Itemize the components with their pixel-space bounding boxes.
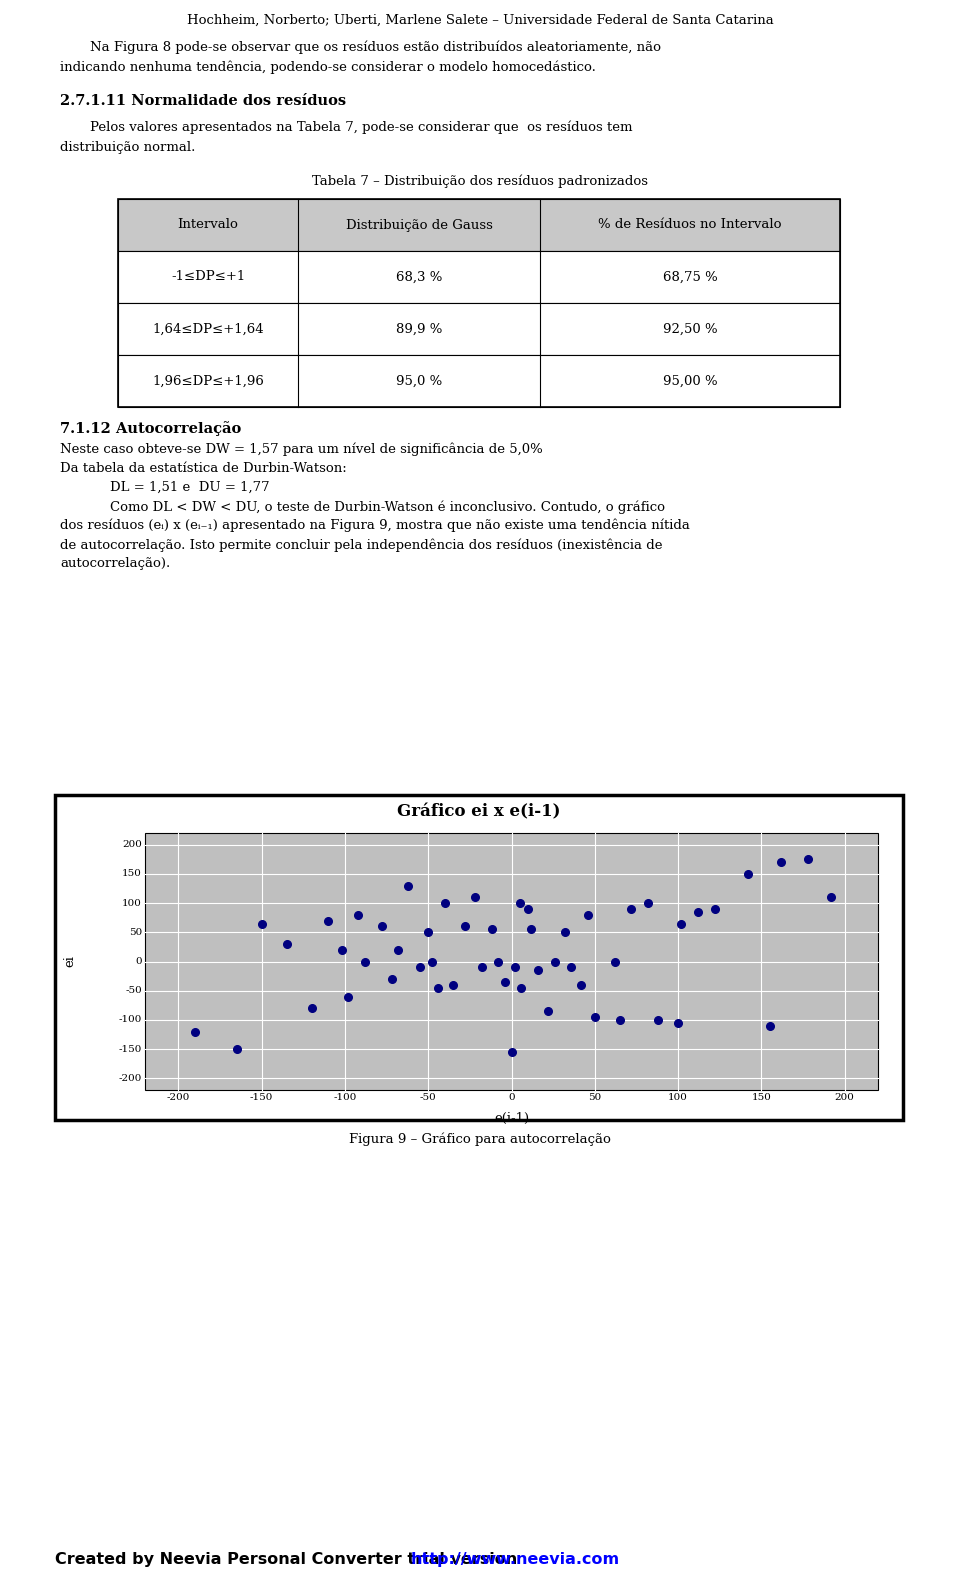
Text: -200: -200	[167, 1093, 190, 1103]
Text: DL = 1,51 e  DU = 1,77: DL = 1,51 e DU = 1,77	[110, 481, 270, 494]
Text: 0: 0	[508, 1093, 515, 1103]
Text: % de Resíduos no Intervalo: % de Resíduos no Intervalo	[598, 219, 781, 232]
Text: -100: -100	[333, 1093, 356, 1103]
Text: Intervalo: Intervalo	[178, 219, 238, 232]
Text: -50: -50	[420, 1093, 437, 1103]
Text: 68,3 %: 68,3 %	[396, 270, 443, 283]
Text: 100: 100	[668, 1093, 688, 1103]
Bar	[118, 251, 840, 303]
Text: indicando nenhuma tendência, podendo-se considerar o modelo homocedástico.: indicando nenhuma tendência, podendo-se …	[60, 60, 596, 75]
Text: 150: 150	[122, 869, 142, 879]
Text: Tabela 7 – Distribuição dos resíduos padronizados: Tabela 7 – Distribuição dos resíduos pad…	[312, 175, 648, 188]
Text: 2.7.1.11 Normalidade dos resíduos: 2.7.1.11 Normalidade dos resíduos	[60, 94, 347, 108]
Text: 150: 150	[752, 1093, 771, 1103]
Text: Distribuição de Gauss: Distribuição de Gauss	[346, 219, 492, 232]
Text: 68,75 %: 68,75 %	[662, 270, 717, 283]
Text: Figura 9 – Gráfico para autocorrelação: Figura 9 – Gráfico para autocorrelação	[349, 1131, 611, 1146]
Bar	[118, 354, 840, 407]
Bar	[118, 303, 840, 354]
Text: 95,0 %: 95,0 %	[396, 375, 443, 388]
Text: Created by Neevia Personal Converter trial version: Created by Neevia Personal Converter tri…	[55, 1552, 523, 1567]
Text: ei: ei	[63, 955, 77, 968]
Text: e(i-1): e(i-1)	[494, 1112, 529, 1125]
Text: 0: 0	[135, 957, 142, 966]
Text: 92,50 %: 92,50 %	[662, 323, 717, 335]
Text: 1,96≤DP≤+1,96: 1,96≤DP≤+1,96	[152, 375, 264, 388]
Text: 1,64≤DP≤+1,64: 1,64≤DP≤+1,64	[153, 323, 264, 335]
Text: -50: -50	[125, 987, 142, 995]
Text: Da tabela da estatística de Durbin-Watson:: Da tabela da estatística de Durbin-Watso…	[60, 462, 347, 475]
Text: 100: 100	[122, 899, 142, 907]
Text: http://www.neevia.com: http://www.neevia.com	[411, 1552, 620, 1567]
Bar	[55, 794, 903, 1120]
Text: -100: -100	[119, 1015, 142, 1025]
Bar	[118, 199, 840, 407]
Text: de autocorrelação. Isto permite concluir pela independência dos resíduos (inexis: de autocorrelação. Isto permite concluir…	[60, 539, 662, 551]
Text: Na Figura 8 pode-se observar que os resíduos estão distribuídos aleatoriamente, : Na Figura 8 pode-se observar que os resí…	[90, 41, 661, 54]
Text: autocorrelação).: autocorrelação).	[60, 558, 170, 570]
Text: Hochheim, Norberto; Uberti, Marlene Salete – Universidade Federal de Santa Catar: Hochheim, Norberto; Uberti, Marlene Sale…	[186, 14, 774, 27]
Bar	[145, 833, 878, 1090]
Text: -1≤DP≤+1: -1≤DP≤+1	[171, 270, 245, 283]
Bar	[118, 199, 840, 251]
Text: dos resíduos (eᵢ) x (eᵢ₋₁) apresentado na Figura 9, mostra que não existe uma te: dos resíduos (eᵢ) x (eᵢ₋₁) apresentado n…	[60, 520, 690, 532]
Text: 200: 200	[122, 841, 142, 849]
Text: 89,9 %: 89,9 %	[396, 323, 443, 335]
Text: Neste caso obteve-se DW = 1,57 para um nível de significância de 5,0%: Neste caso obteve-se DW = 1,57 para um n…	[60, 443, 542, 456]
Text: Gráfico ei x e(i-1): Gráfico ei x e(i-1)	[397, 802, 561, 820]
Text: -200: -200	[119, 1074, 142, 1082]
Text: 7.1.12 Autocorrelação: 7.1.12 Autocorrelação	[60, 421, 241, 435]
Text: 95,00 %: 95,00 %	[662, 375, 717, 388]
Text: Pelos valores apresentados na Tabela 7, pode-se considerar que  os resíduos tem: Pelos valores apresentados na Tabela 7, …	[90, 121, 633, 135]
Text: Como DL < DW < DU, o teste de Durbin-Watson é inconclusivo. Contudo, o gráfico: Como DL < DW < DU, o teste de Durbin-Wat…	[110, 501, 665, 513]
Text: -150: -150	[119, 1044, 142, 1054]
Text: 200: 200	[835, 1093, 854, 1103]
Text: distribuição normal.: distribuição normal.	[60, 141, 196, 154]
Text: -150: -150	[250, 1093, 274, 1103]
Text: 50: 50	[588, 1093, 601, 1103]
Text: 50: 50	[129, 928, 142, 938]
